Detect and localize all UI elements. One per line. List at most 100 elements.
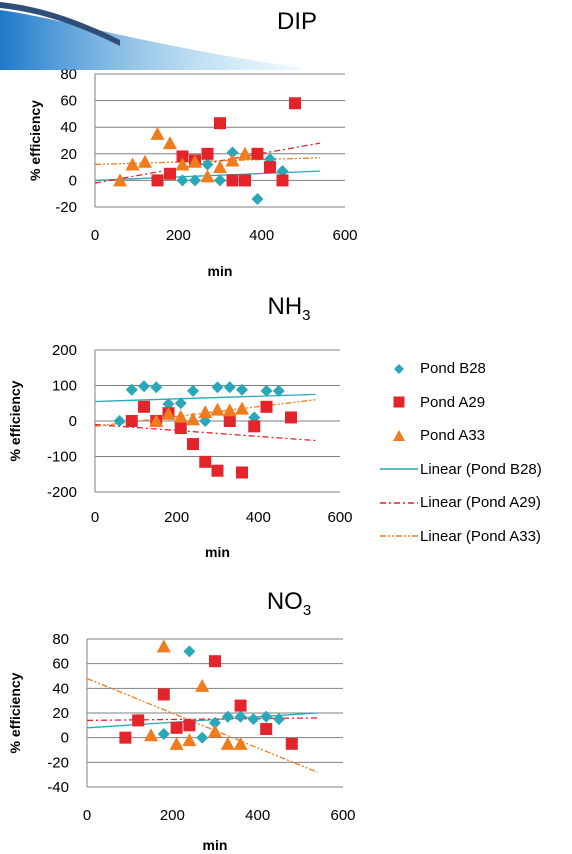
data-point-diamond	[138, 380, 150, 393]
y-axis-label: % efficiency	[27, 100, 43, 181]
data-point-square	[164, 167, 176, 180]
data-point-triangle	[238, 146, 252, 160]
data-point-square	[201, 147, 214, 160]
y-tick-label: 40	[52, 680, 69, 697]
data-point-diamond	[157, 727, 170, 740]
y-tick-label: -200	[47, 484, 77, 501]
triangle-icon	[378, 428, 420, 444]
data-point-diamond	[234, 710, 247, 723]
x-tick-label: 200	[164, 509, 189, 526]
chart-title-no3: NO3	[209, 588, 369, 619]
data-point-diamond	[211, 381, 224, 394]
x-tick-label: 200	[160, 807, 185, 824]
data-point-diamond	[273, 713, 285, 726]
data-point-square	[199, 455, 212, 468]
x-tick-label: 0	[83, 807, 91, 824]
data-point-triangle	[186, 412, 200, 426]
data-point-square	[170, 721, 183, 734]
y-tick-label: -100	[47, 449, 77, 466]
data-point-square	[223, 415, 236, 427]
data-point-diamond	[174, 397, 187, 410]
data-point-triangle	[150, 126, 165, 140]
data-point-diamond	[187, 384, 199, 397]
trendline	[86, 677, 318, 773]
legend-label: Pond A33	[420, 427, 486, 445]
data-point-diamond	[162, 397, 175, 410]
data-point-diamond	[276, 165, 289, 178]
data-point-square	[260, 723, 273, 736]
data-point-triangle	[208, 724, 222, 738]
chart-title-nh3-text: NH	[267, 293, 303, 320]
legend: Pond B28 Pond A29 Pond A33 Linear (Pond …	[378, 352, 572, 553]
data-point-square	[211, 464, 224, 477]
data-point-diamond	[226, 146, 239, 159]
legend-label: Linear (Pond A29)	[420, 494, 541, 512]
data-point-diamond	[196, 731, 209, 744]
legend-item-linear-a33: Linear (Pond A33)	[378, 520, 572, 554]
data-point-square	[226, 174, 239, 187]
data-point-triangle	[210, 402, 225, 416]
data-point-diamond	[260, 710, 273, 723]
data-point-square	[285, 737, 298, 750]
x-tick-label: 600	[327, 509, 352, 526]
trendline	[94, 423, 316, 442]
chart-title-nh3: NH3	[209, 293, 369, 324]
x-axis-label: min	[208, 263, 233, 279]
y-tick-label: 0	[69, 413, 77, 430]
square-icon	[378, 394, 420, 410]
x-tick-label: 600	[330, 807, 355, 824]
x-axis-label: min	[205, 544, 230, 560]
legend-label: Linear (Pond A33)	[420, 527, 541, 545]
y-tick-label: 0	[69, 172, 77, 189]
x-tick-label: 0	[91, 509, 99, 526]
data-point-diamond	[272, 384, 285, 397]
data-point-triangle	[138, 154, 152, 168]
y-axis-label: % efficiency	[7, 380, 23, 461]
y-tick-label: 80	[52, 631, 69, 648]
y-axis-label: % efficiency	[7, 672, 23, 753]
legend-item-linear-b28: Linear (Pond B28)	[378, 453, 572, 487]
data-point-diamond	[189, 174, 201, 187]
data-point-diamond	[221, 710, 234, 723]
data-point-square	[183, 719, 196, 732]
dashdotdot-line-icon	[378, 528, 420, 544]
x-tick-label: 600	[332, 227, 357, 244]
data-point-diamond	[201, 158, 214, 171]
legend-label: Pond B28	[420, 360, 486, 378]
data-point-triangle	[144, 728, 158, 742]
data-point-triangle	[182, 733, 197, 747]
y-tick-label: 0	[61, 730, 69, 747]
y-tick-label: 40	[60, 119, 77, 136]
data-point-diamond	[260, 384, 273, 397]
data-point-triangle	[161, 406, 176, 420]
x-tick-label: 0	[91, 227, 99, 244]
y-tick-label: 100	[52, 378, 77, 395]
data-point-square	[176, 150, 189, 163]
data-point-square	[119, 731, 132, 744]
y-tick-label: -40	[47, 779, 69, 796]
data-point-triangle	[173, 409, 188, 423]
data-point-diamond	[247, 713, 260, 726]
legend-item-pond-b28: Pond B28	[378, 352, 572, 386]
data-point-triangle	[220, 736, 235, 750]
data-point-square	[174, 422, 187, 435]
solid-line-icon	[378, 461, 420, 477]
chart-title-no3-sub: 3	[302, 601, 312, 619]
y-tick-label: 60	[52, 656, 69, 673]
data-point-square	[289, 97, 301, 110]
data-point-triangle	[163, 136, 177, 150]
data-point-square	[285, 411, 297, 424]
slide-corner-swoosh-icon	[0, 2, 300, 70]
data-point-square	[125, 415, 138, 427]
data-point-square	[157, 688, 170, 701]
data-point-triangle	[195, 678, 210, 692]
x-tick-label: 400	[249, 227, 274, 244]
data-point-triangle	[213, 160, 227, 174]
data-point-triangle	[125, 157, 140, 171]
data-point-triangle	[200, 169, 215, 183]
y-tick-label: 20	[52, 705, 69, 722]
legend-item-linear-a29: Linear (Pond A29)	[378, 486, 572, 520]
data-point-square	[236, 466, 248, 479]
data-point-diamond	[236, 383, 248, 396]
